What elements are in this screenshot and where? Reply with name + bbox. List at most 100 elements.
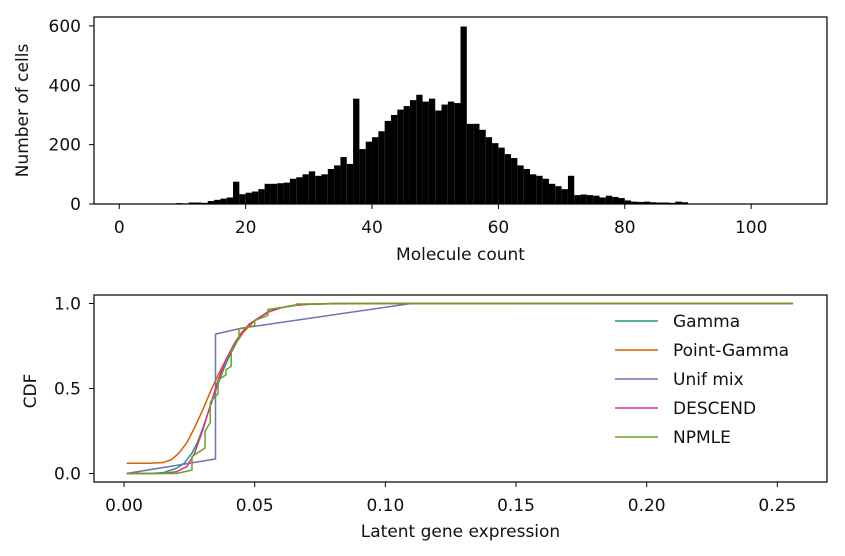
histogram-bar — [226, 197, 234, 204]
histogram-bar — [390, 114, 398, 204]
histogram-bar — [530, 174, 537, 204]
histogram-bar — [289, 178, 297, 204]
legend-label: Gamma — [673, 312, 740, 332]
cdf-x-tick-label: 0.05 — [236, 496, 274, 516]
histogram-panel: 0 20 40 60 80 100 0 200 400 600 Molecule count N… — [13, 16, 828, 265]
histogram-bar — [315, 175, 322, 204]
histogram-bar — [618, 198, 625, 204]
histogram-x-tick-label: 0 — [114, 218, 125, 238]
histogram-x-tick-label: 40 — [361, 218, 383, 238]
histogram-bar — [548, 183, 556, 204]
histogram-bar — [504, 154, 512, 204]
histogram-bar — [409, 100, 417, 204]
histogram-bar — [308, 171, 316, 204]
histogram-bar — [454, 103, 461, 204]
histogram-bar — [447, 101, 455, 204]
histogram-bar — [479, 129, 486, 204]
histogram-bar — [302, 174, 309, 204]
histogram-bar — [460, 26, 467, 204]
histogram-bar — [346, 163, 354, 204]
histogram-bar — [466, 123, 474, 204]
cdf-x-tick-label: 0.00 — [105, 496, 143, 516]
histogram-x-axis-label: Molecule count — [396, 245, 525, 265]
histogram-bar — [656, 202, 663, 204]
cdf-y-axis-label: CDF — [21, 374, 41, 409]
legend-label: Point-Gamma — [673, 341, 789, 361]
cdf-y-tick-label: 0.0 — [54, 465, 81, 485]
histogram-bar — [643, 201, 651, 204]
histogram-bar — [593, 195, 600, 204]
histogram-bar — [277, 183, 284, 204]
histogram-bar — [574, 195, 581, 204]
histogram-bar — [612, 196, 619, 204]
histogram-frame — [93, 16, 828, 205]
histogram-y-tick-label: 0 — [70, 195, 81, 215]
cdf-series-npmle — [126, 302, 794, 475]
cdf-x-ticks: 0.00 0.05 0.10 0.15 0.20 0.25 — [105, 482, 796, 516]
histogram-bar — [220, 198, 227, 204]
histogram-y-tick-label: 400 — [49, 76, 81, 96]
cdf-panel: 0.00 0.05 0.10 0.15 0.20 0.25 0.0 0.5 1.0 Laten… — [21, 294, 828, 542]
histogram-bar — [340, 157, 347, 204]
histogram-bar — [233, 181, 240, 204]
histogram-bar — [561, 189, 568, 204]
histogram-bar — [264, 183, 271, 204]
cdf-x-axis-label: Latent gene expression — [361, 522, 560, 542]
legend-label: NPMLE — [673, 428, 731, 448]
cdf-y-tick-label: 1.0 — [54, 295, 81, 315]
histogram-bar — [536, 175, 543, 204]
histogram-bar — [523, 168, 531, 204]
histogram-bar — [296, 177, 303, 204]
histogram-bar — [650, 202, 657, 204]
histogram-bar — [214, 199, 221, 204]
histogram-bar — [378, 131, 385, 204]
histogram-y-tick-label: 600 — [49, 17, 81, 37]
cdf-x-tick-label: 0.15 — [497, 496, 535, 516]
histogram-bar — [675, 201, 682, 204]
histogram-bar — [384, 120, 391, 204]
histogram-bar — [542, 178, 549, 204]
histogram-bar — [498, 147, 505, 204]
histogram-bar — [245, 192, 252, 204]
cdf-y-ticks: 0.0 0.5 1.0 — [54, 295, 94, 485]
histogram-bar — [327, 168, 335, 204]
histogram-bar — [555, 186, 562, 204]
histogram-bar — [580, 194, 587, 204]
histogram-x-tick-label: 100 — [735, 218, 767, 238]
histogram-bar — [631, 201, 638, 204]
histogram-bar — [605, 195, 613, 204]
histogram-bar — [195, 202, 202, 204]
histogram-bar — [403, 106, 410, 204]
histogram-bar — [637, 201, 644, 204]
histogram-bar — [188, 202, 196, 204]
histogram-x-tick-label: 80 — [614, 218, 636, 238]
histogram-x-tick-label: 20 — [235, 218, 257, 238]
histogram-bar — [239, 194, 246, 204]
cdf-lines — [126, 302, 794, 475]
legend-label: Unif mix — [673, 370, 744, 390]
histogram-bar — [511, 157, 518, 204]
histogram-bar — [321, 174, 328, 204]
histogram-bar — [435, 110, 442, 204]
histogram-y-tick-label: 200 — [49, 136, 81, 156]
histogram-x-ticks: 0 20 40 60 80 100 — [114, 204, 767, 238]
histogram-bar — [258, 189, 265, 204]
histogram-bar — [251, 191, 259, 204]
histogram-bar — [599, 197, 606, 204]
histogram-y-ticks: 0 200 400 600 — [49, 17, 94, 215]
histogram-bar — [353, 98, 360, 204]
histogram-bar — [422, 101, 429, 204]
histogram-bar — [359, 149, 366, 204]
legend-label: DESCEND — [673, 399, 756, 419]
histogram-bar — [270, 183, 278, 204]
histogram-bar — [492, 143, 499, 204]
histogram-x-tick-label: 60 — [488, 218, 510, 238]
histogram-bar — [662, 202, 670, 204]
histogram-bars — [176, 26, 688, 204]
cdf-legend: Gamma Point-Gamma Unif mix DESCEND NPMLE — [615, 312, 789, 448]
histogram-bar — [567, 175, 575, 204]
histogram-bar — [586, 195, 594, 204]
histogram-bar — [485, 137, 493, 204]
cdf-x-tick-label: 0.20 — [628, 496, 666, 516]
